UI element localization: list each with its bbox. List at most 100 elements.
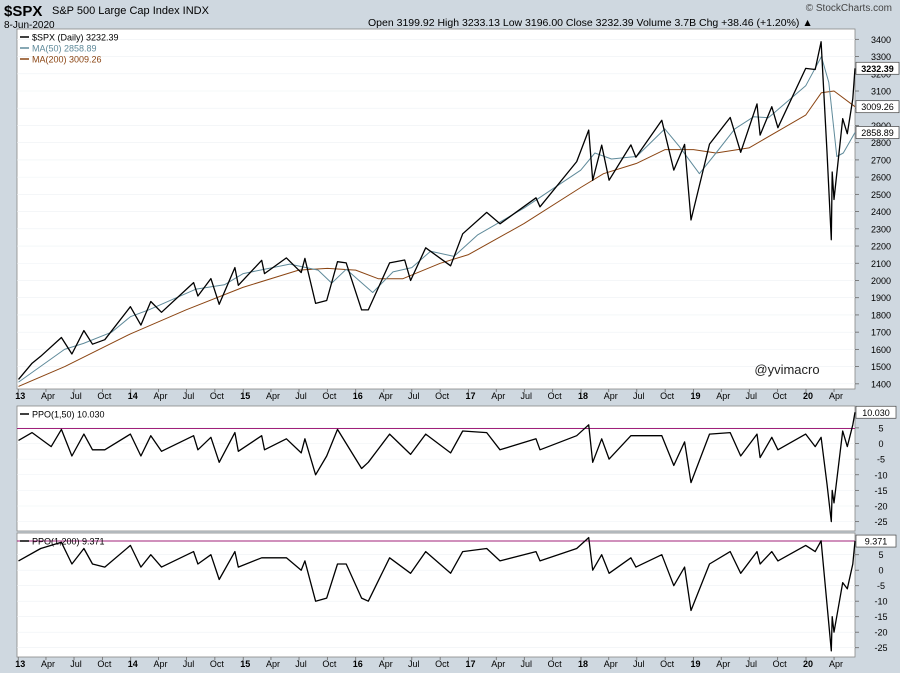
x-tick-label-top: Jul — [408, 391, 420, 401]
series-ppo-1-50- — [18, 412, 856, 523]
plot-area — [16, 532, 856, 658]
x-tick-label-bottom: Oct — [435, 659, 450, 669]
last-value-label: 3232.39 — [861, 64, 894, 74]
x-tick-label-top: Oct — [210, 391, 225, 401]
y-tick-label: 2600 — [871, 173, 891, 183]
x-tick-label-top: Apr — [716, 391, 730, 401]
x-tick-label-top: Oct — [660, 391, 675, 401]
x-tick-label-top: 17 — [466, 391, 476, 401]
last-value-label: 9.371 — [865, 537, 888, 547]
legend-label: PPO(1,50) 10.030 — [32, 410, 105, 420]
y-tick-label: 1500 — [871, 362, 891, 372]
x-tick-label-top: Oct — [435, 391, 450, 401]
x-tick-label-bottom: Oct — [660, 659, 675, 669]
x-tick-label-bottom: 20 — [803, 659, 813, 669]
plot-area — [16, 405, 856, 532]
y-tick-label: -10 — [874, 597, 887, 607]
x-tick-label-top: Apr — [41, 391, 55, 401]
x-tick-label-bottom: Jul — [633, 659, 645, 669]
y-tick-label: -5 — [877, 581, 885, 591]
y-tick-label: -20 — [874, 502, 887, 512]
y-tick-label: 3400 — [871, 35, 891, 45]
x-tick-label-bottom: 14 — [128, 659, 138, 669]
plot-area — [16, 28, 856, 390]
x-tick-label-bottom: Jul — [295, 659, 307, 669]
y-tick-label: -10 — [874, 470, 887, 480]
quote-summary: Open 3199.92 High 3233.13 Low 3196.00 Cl… — [368, 17, 813, 29]
y-tick-label: -5 — [877, 455, 885, 465]
y-tick-label: 5 — [878, 550, 883, 560]
x-tick-label-top: Jul — [295, 391, 307, 401]
y-tick-label: 2900 — [871, 121, 891, 131]
legend-label: MA(50) 2858.89 — [32, 44, 97, 54]
x-tick-label-bottom: Oct — [97, 659, 112, 669]
x-tick-label-top: Apr — [153, 391, 167, 401]
x-tick-label-top: Apr — [266, 391, 280, 401]
last-value-label: 3009.26 — [861, 102, 894, 112]
chart-date: 8-Jun-2020 — [4, 20, 55, 31]
chart-description: S&P 500 Large Cap Index INDX — [52, 5, 209, 17]
x-tick-label-top: 16 — [353, 391, 363, 401]
x-tick-label-bottom: Oct — [773, 659, 788, 669]
x-tick-label-top: 14 — [128, 391, 138, 401]
x-tick-label-bottom: Oct — [322, 659, 337, 669]
x-tick-label-top: 18 — [578, 391, 588, 401]
x-tick-label-top: 15 — [240, 391, 250, 401]
x-tick-label-bottom: 17 — [466, 659, 476, 669]
x-tick-label-bottom: Apr — [266, 659, 280, 669]
last-value-box — [855, 61, 900, 75]
chart-symbol: $SPX — [4, 3, 43, 20]
x-tick-label-top: 13 — [15, 391, 25, 401]
x-tick-label-top: 19 — [690, 391, 700, 401]
y-tick-label: 2800 — [871, 138, 891, 148]
x-tick-label-bottom: Oct — [548, 659, 563, 669]
legend-label: PPO(1,200) 9.371 — [32, 537, 105, 547]
y-tick-label: 1600 — [871, 345, 891, 355]
x-tick-label-top: Apr — [604, 391, 618, 401]
last-value-box — [855, 100, 900, 114]
last-value-box — [855, 126, 900, 139]
x-tick-label-bottom: 16 — [353, 659, 363, 669]
y-tick-label: 1400 — [871, 379, 891, 389]
y-tick-label: 5 — [878, 423, 883, 433]
x-tick-label-bottom: Jul — [70, 659, 82, 669]
x-tick-label-top: 20 — [803, 391, 813, 401]
y-tick-label: 2200 — [871, 242, 891, 252]
ppo50-panel: -25 -20 -15 -10 -5 0 5 PPO(1,50) 10.030 10.030 — [16, 405, 897, 532]
series-ppo-1-200- — [18, 536, 856, 652]
y-tick-label: -15 — [874, 486, 887, 496]
x-tick-label-bottom: Jul — [746, 659, 758, 669]
y-tick-label: 2500 — [871, 190, 891, 200]
series--spx-daily- — [18, 41, 856, 380]
x-tick-label-top: Apr — [491, 391, 505, 401]
x-tick-label-bottom: 18 — [578, 659, 588, 669]
y-tick-label: 1800 — [871, 310, 891, 320]
legend-label: MA(200) 3009.26 — [32, 55, 102, 65]
x-tick-label-bottom: Apr — [829, 659, 843, 669]
x-tick-label-bottom: Apr — [379, 659, 393, 669]
y-tick-label: 0 — [878, 439, 883, 449]
brand-credit: © StockCharts.com — [805, 3, 892, 14]
x-tick-label-bottom: Apr — [716, 659, 730, 669]
x-tick-label-bottom: 19 — [690, 659, 700, 669]
x-tick-label-bottom: Apr — [604, 659, 618, 669]
x-tick-label-bottom: Apr — [491, 659, 505, 669]
series-ma-200- — [18, 90, 856, 387]
x-tick-label-top: Jul — [183, 391, 195, 401]
x-tick-label-top: Oct — [322, 391, 337, 401]
y-tick-label: -25 — [874, 643, 887, 653]
last-value-label: 2858.89 — [861, 128, 894, 138]
x-tick-label-bottom: Jul — [521, 659, 533, 669]
x-tick-label-bottom: Apr — [41, 659, 55, 669]
last-value-box — [855, 405, 897, 419]
y-tick-label: 0 — [878, 566, 883, 576]
x-tick-label-bottom: Apr — [153, 659, 167, 669]
y-tick-label: 1700 — [871, 328, 891, 338]
last-value-box — [855, 534, 897, 548]
x-tick-label-bottom: 15 — [240, 659, 250, 669]
y-tick-label: 1900 — [871, 293, 891, 303]
x-tick-label-top: Oct — [773, 391, 788, 401]
y-tick-label: -20 — [874, 628, 887, 638]
last-value-label: 10.030 — [862, 408, 890, 418]
